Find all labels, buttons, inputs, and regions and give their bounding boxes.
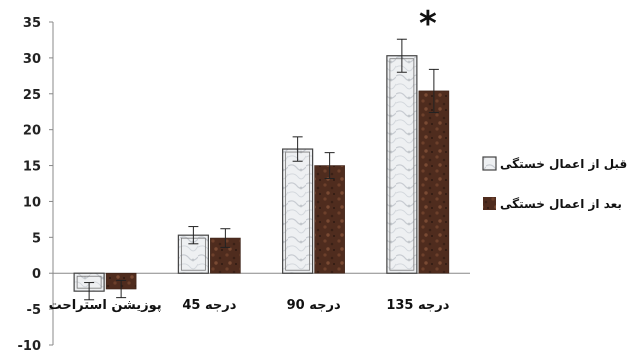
- legend-label: قبل از اعمال خستگی: [500, 157, 627, 171]
- legend-label: بعد از اعمال خستگی: [500, 197, 622, 211]
- category-label: پوزیشن استراحت: [49, 298, 162, 313]
- y-tick-label: -5: [27, 303, 41, 318]
- bar-before-fatigue: [386, 55, 418, 274]
- legend-swatch-before: [482, 156, 497, 171]
- bar-after-fatigue: [418, 90, 450, 274]
- y-tick-label: 35: [23, 16, 41, 31]
- category-label: 45 درجه: [182, 298, 236, 313]
- legend-swatch-after: [483, 197, 496, 210]
- y-tick-label: 25: [23, 88, 41, 103]
- significance-asterisk: *: [419, 4, 437, 44]
- y-tick-label: 5: [32, 231, 41, 246]
- y-tick-label: 10: [23, 195, 41, 210]
- bar-before-fatigue: [282, 148, 314, 274]
- y-tick-label: -10: [18, 339, 42, 351]
- y-tick-label: 0: [32, 267, 41, 282]
- bar-after-fatigue: [314, 165, 345, 274]
- category-label: 90 درجه: [287, 298, 341, 313]
- y-tick-label: 15: [23, 160, 41, 175]
- y-tick-label: 20: [23, 124, 41, 139]
- category-label: 135 درجه: [386, 298, 449, 313]
- y-tick-label: 30: [23, 52, 41, 67]
